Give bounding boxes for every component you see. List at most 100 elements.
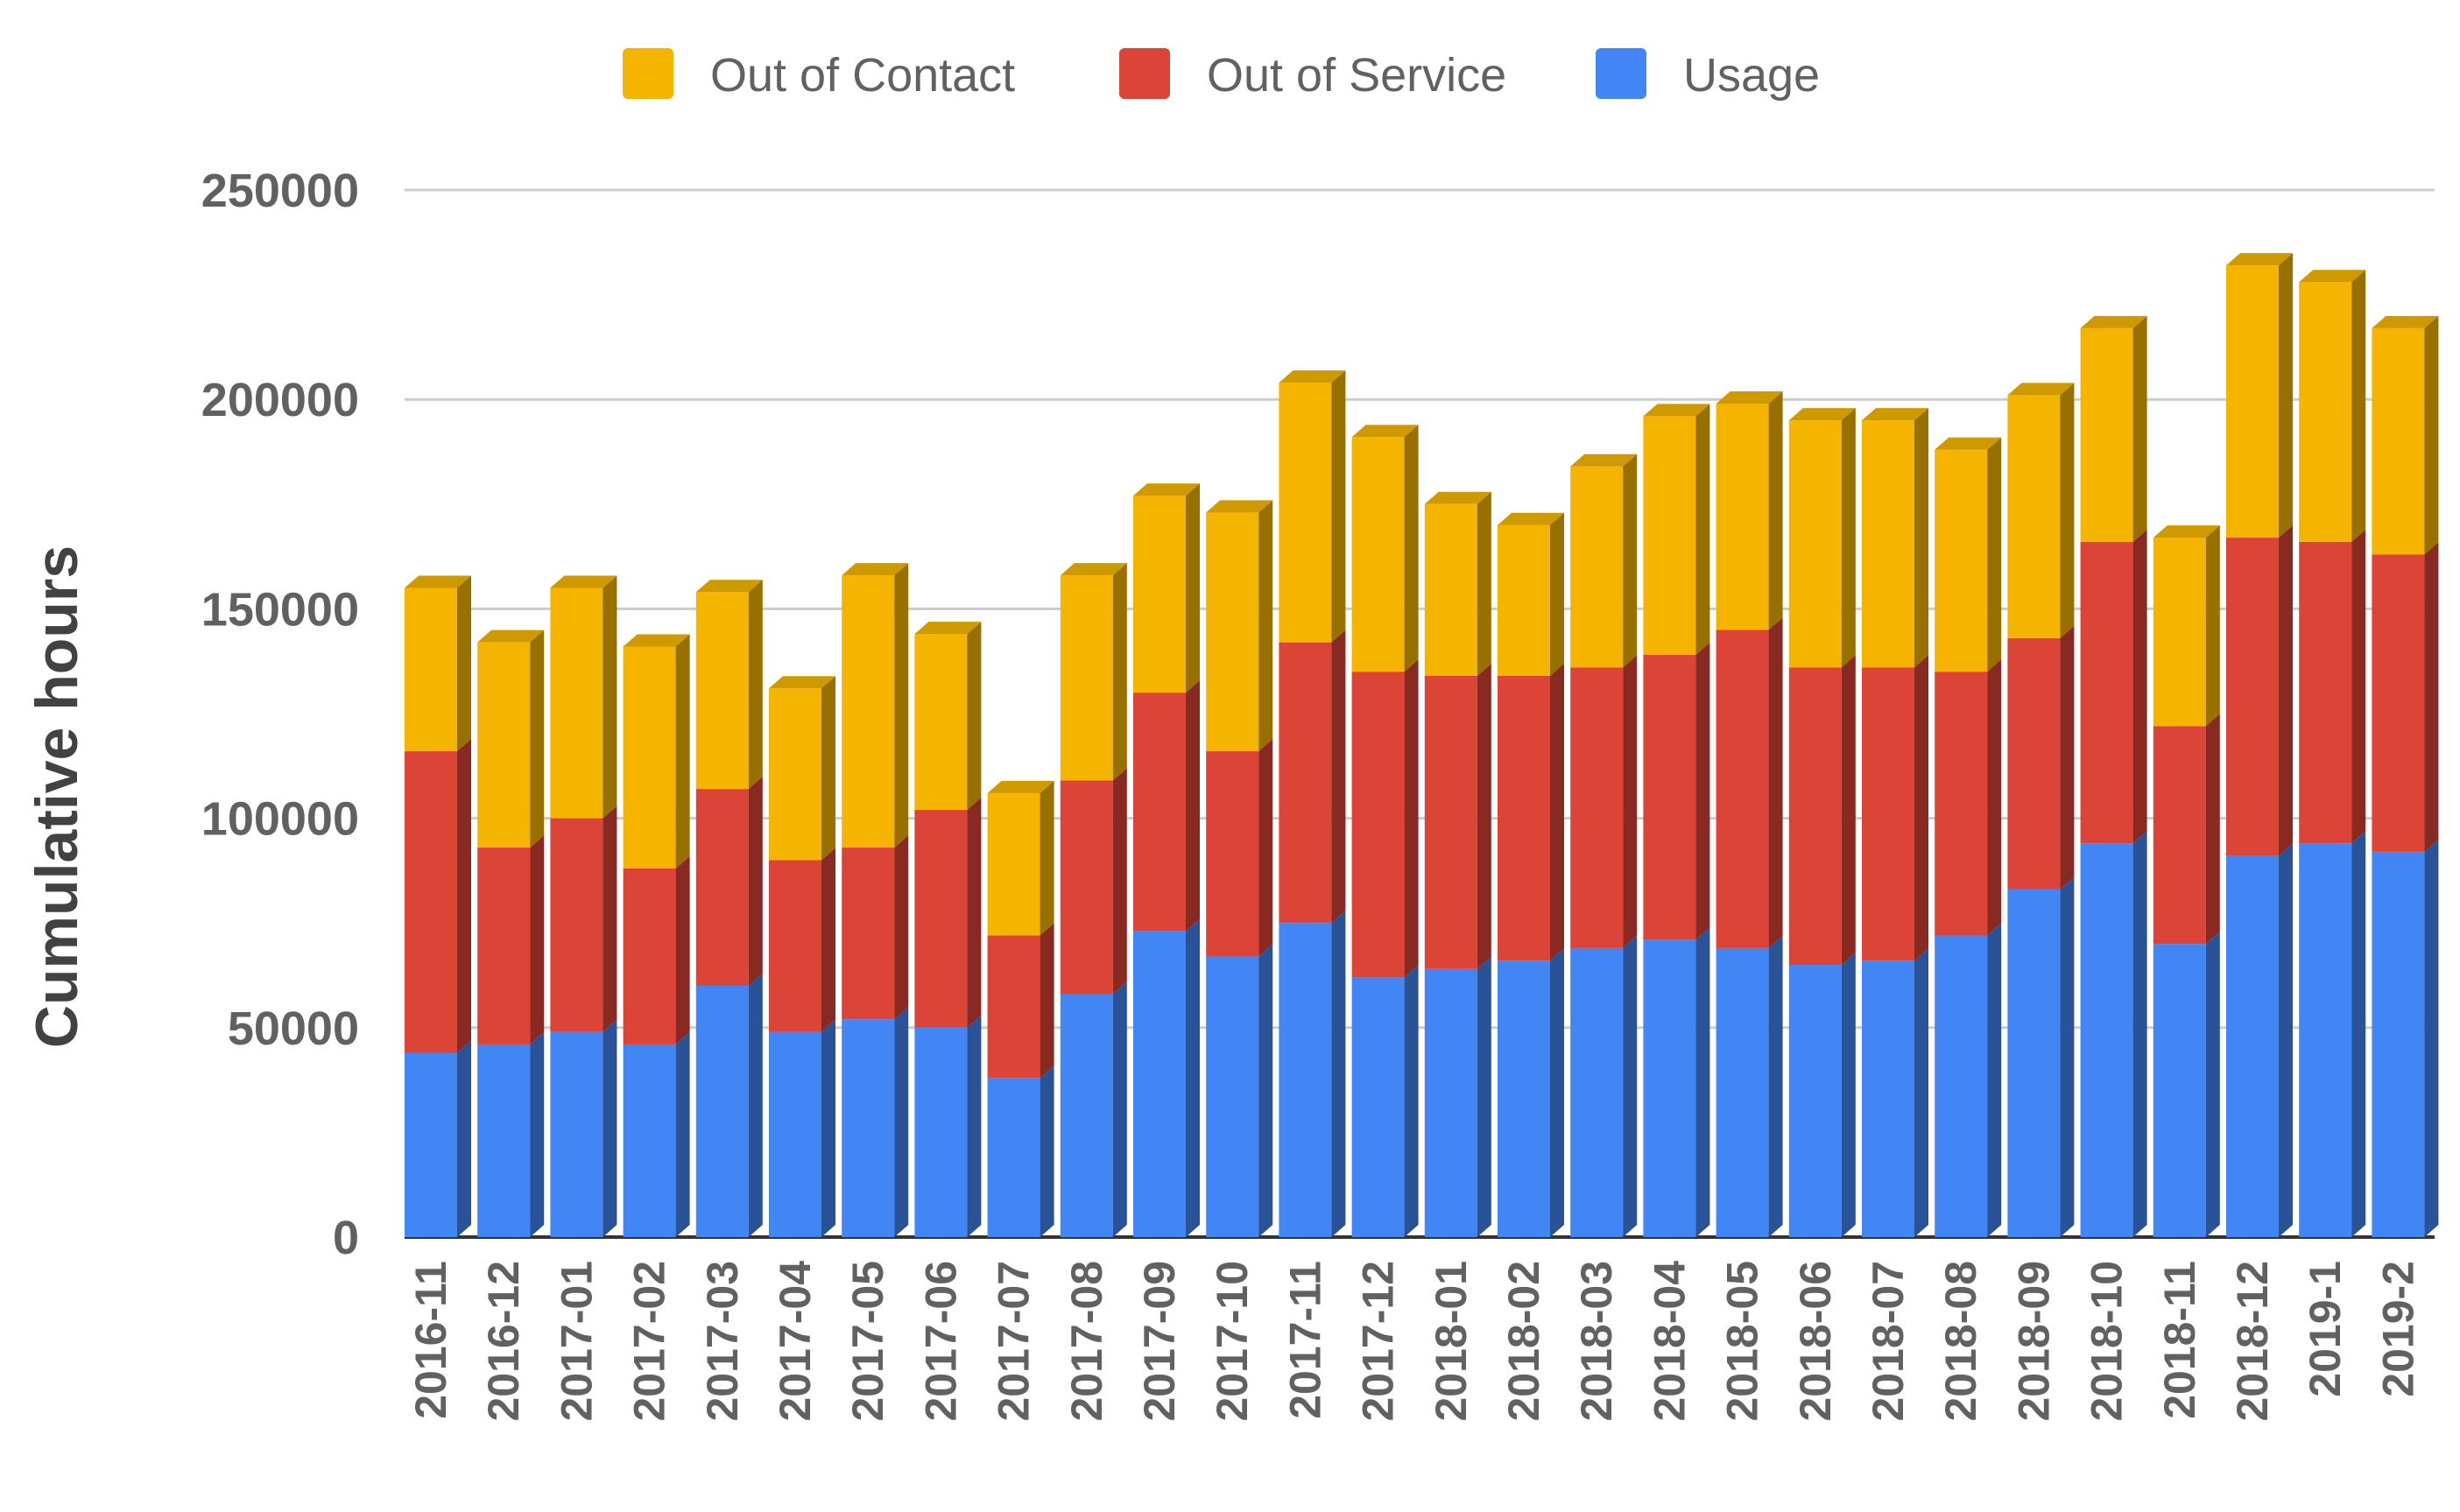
bar-side-face bbox=[603, 805, 617, 1032]
bar-usage bbox=[2007, 889, 2061, 1237]
bar-usage bbox=[1133, 931, 1186, 1237]
bar-side-face bbox=[457, 1040, 471, 1237]
bar-usage bbox=[842, 1019, 895, 1237]
bar-side-face bbox=[1477, 663, 1491, 969]
bar-out-of-contact bbox=[842, 575, 895, 848]
bar-out-of-service bbox=[1060, 780, 1113, 995]
bar-side-face bbox=[1186, 918, 1200, 1237]
legend-label: Usage bbox=[1683, 49, 1820, 102]
bar-side-face bbox=[2132, 831, 2147, 1237]
bar-top-face bbox=[2007, 383, 2075, 396]
bar-side-face bbox=[2351, 831, 2366, 1237]
bar-usage bbox=[2153, 944, 2206, 1237]
bar-side-face bbox=[1987, 659, 2002, 936]
legend-swatch bbox=[623, 48, 673, 99]
bar-top-face bbox=[842, 563, 909, 576]
bar-side-face bbox=[894, 835, 909, 1020]
bar-side-face bbox=[2205, 932, 2220, 1237]
bar-out-of-service bbox=[2226, 538, 2279, 856]
bar-side-face bbox=[675, 634, 690, 869]
bar-side-face bbox=[1112, 563, 1127, 781]
bar-out-of-contact bbox=[1862, 420, 1914, 668]
bar-out-of-contact bbox=[2372, 327, 2425, 555]
bar-out-of-contact bbox=[405, 587, 457, 752]
bar-usage bbox=[1351, 977, 1405, 1237]
bar-out-of-contact bbox=[1133, 496, 1186, 693]
bar-top-face bbox=[1133, 483, 1200, 496]
bar-group bbox=[695, 580, 763, 1237]
bar-usage bbox=[1206, 956, 1259, 1237]
bar-side-face bbox=[2424, 839, 2439, 1237]
bar-out-of-service bbox=[623, 869, 676, 1044]
bar-side-face bbox=[1623, 935, 1638, 1237]
bars bbox=[405, 253, 2439, 1237]
bar-out-of-service bbox=[1935, 672, 1988, 936]
bar-side-face bbox=[2279, 843, 2293, 1237]
bar-out-of-contact bbox=[2153, 538, 2206, 727]
legend-label: Out of Contact bbox=[710, 49, 1015, 102]
bar-out-of-service bbox=[769, 860, 821, 1032]
bar-top-face bbox=[623, 634, 690, 647]
bar-side-face bbox=[1623, 655, 1638, 948]
x-tick-label: 2017-12 bbox=[1354, 1261, 1403, 1422]
bar-group bbox=[1498, 512, 1564, 1237]
bar-top-face bbox=[914, 622, 982, 635]
bar-group bbox=[1862, 408, 1928, 1237]
bar-usage bbox=[2226, 855, 2279, 1237]
bar-out-of-service bbox=[1279, 642, 1332, 924]
bar-group bbox=[405, 575, 471, 1237]
bar-usage bbox=[2080, 843, 2133, 1237]
x-tick-label: 2017-09 bbox=[1135, 1261, 1184, 1422]
bar-side-face bbox=[2205, 525, 2220, 727]
bar-side-face bbox=[1040, 923, 1054, 1079]
bar-out-of-service bbox=[1206, 751, 1259, 957]
bar-out-of-contact bbox=[987, 792, 1040, 936]
bar-out-of-contact bbox=[769, 688, 821, 861]
bar-out-of-service bbox=[477, 847, 531, 1044]
bar-out-of-service bbox=[405, 751, 457, 1053]
bar-usage bbox=[695, 985, 749, 1237]
bar-top-face bbox=[2153, 525, 2220, 538]
bar-side-face bbox=[2424, 542, 2439, 852]
y-tick-label: 250000 bbox=[201, 165, 359, 217]
bar-group bbox=[1351, 425, 1419, 1237]
y-tick-label: 200000 bbox=[201, 374, 359, 426]
bar-top-face bbox=[1862, 408, 1928, 421]
x-tick-label: 2017-07 bbox=[990, 1261, 1039, 1422]
bar-side-face bbox=[1550, 512, 1564, 676]
legend: Out of Contact Out of Service Usage bbox=[623, 48, 1820, 102]
y-tick-label: 0 bbox=[333, 1212, 359, 1264]
bar-side-face bbox=[675, 1031, 690, 1237]
bar-usage bbox=[1643, 939, 1696, 1237]
x-tick-label: 2018-03 bbox=[1572, 1261, 1621, 1422]
bar-usage bbox=[987, 1078, 1040, 1237]
x-tick-label: 2017-01 bbox=[552, 1261, 601, 1422]
bar-top-face bbox=[1716, 390, 1783, 404]
bar-out-of-contact bbox=[1351, 437, 1405, 672]
bar-top-face bbox=[1206, 500, 1273, 513]
y-tick-label: 100000 bbox=[201, 793, 359, 846]
bar-side-face bbox=[1768, 935, 1783, 1237]
legend-item: Usage bbox=[1596, 48, 1820, 102]
bar-group bbox=[914, 622, 982, 1237]
y-tick-label: 150000 bbox=[201, 583, 359, 636]
x-tick-label: 2017-03 bbox=[698, 1261, 747, 1422]
bar-usage bbox=[1570, 947, 1624, 1237]
bar-side-face bbox=[2424, 315, 2439, 555]
bar-out-of-contact bbox=[1498, 524, 1550, 676]
bar-side-face bbox=[748, 777, 763, 986]
x-tick-label: 2016-11 bbox=[406, 1261, 455, 1419]
x-axis-ticks: 2016-11 2016-12 2017-01 2017-02 2017-03 2017-… bbox=[406, 1261, 2422, 1422]
bar-side-face bbox=[1258, 739, 1273, 957]
x-tick-label: 2018-06 bbox=[1791, 1261, 1840, 1422]
bar-side-face bbox=[821, 1019, 835, 1237]
bar-side-face bbox=[748, 580, 763, 790]
bar-top-face bbox=[2226, 253, 2293, 266]
bar-usage bbox=[1279, 923, 1332, 1237]
bar-group bbox=[550, 575, 617, 1237]
bar-out-of-contact bbox=[1788, 420, 1842, 668]
bar-out-of-service bbox=[1862, 667, 1914, 961]
bar-group bbox=[2080, 315, 2147, 1237]
bar-usage bbox=[914, 1027, 968, 1237]
